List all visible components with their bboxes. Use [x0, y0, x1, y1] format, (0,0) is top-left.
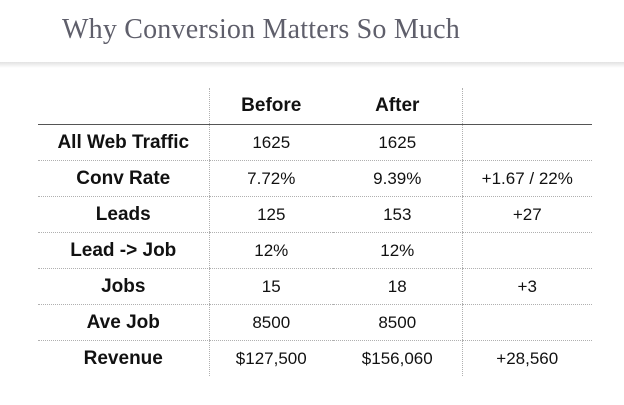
- cell-before: 8500: [208, 304, 333, 341]
- cell-after: 9.39%: [333, 160, 462, 197]
- header-empty-label: [38, 88, 209, 125]
- cell-after: $156,060: [361, 348, 433, 368]
- row-label: Conv Rate: [38, 160, 209, 197]
- table-header-row: Before After: [38, 88, 592, 125]
- table-row: Leads 125 153 +27: [38, 196, 592, 233]
- cell-before: 12%: [208, 232, 333, 269]
- cell-before: 15: [208, 268, 333, 305]
- cell-change: +3: [461, 268, 592, 305]
- cell-before: 7.72%: [208, 160, 333, 197]
- table-row: Conv Rate 7.72% 9.39% +1.67 / 22%: [38, 160, 592, 197]
- cell-change: [461, 304, 592, 341]
- title-divider: [0, 62, 624, 68]
- header-change: [461, 88, 592, 125]
- cell-after: 8500: [333, 304, 462, 341]
- header-after: After: [333, 88, 462, 125]
- conversion-table-container: Before After All Web Traffic 1625 1625 C…: [38, 88, 592, 376]
- cell-before: 125: [208, 196, 333, 233]
- cell-change: +1.67 / 22%: [461, 160, 592, 197]
- slide-title: Why Conversion Matters So Much: [62, 14, 460, 45]
- table-row: All Web Traffic 1625 1625: [38, 124, 592, 161]
- cell-after: 153: [333, 196, 462, 233]
- cell-after: 1625: [333, 124, 462, 161]
- cell-before: $127,500: [208, 340, 333, 376]
- table-row: Lead -> Job 12% 12%: [38, 232, 592, 269]
- cell-change: +27: [461, 196, 592, 233]
- header-before: Before: [208, 88, 333, 125]
- table-row: Revenue $127,500 $156,060 +28,560: [38, 340, 592, 376]
- row-label: Leads: [38, 196, 209, 233]
- cell-change: +28,560: [461, 340, 592, 376]
- row-label: Revenue: [83, 347, 163, 369]
- row-label: Ave Job: [38, 304, 209, 341]
- table-row: Jobs 15 18 +3: [38, 268, 592, 305]
- table-row: Ave Job 8500 8500: [38, 304, 592, 341]
- cell-after: 18: [333, 268, 462, 305]
- cell-change: [461, 232, 592, 269]
- conversion-table: Before After All Web Traffic 1625 1625 C…: [38, 88, 592, 376]
- row-label: Lead -> Job: [38, 232, 209, 269]
- row-label: All Web Traffic: [38, 124, 209, 161]
- cell-after: 12%: [333, 232, 462, 269]
- cell-change: [461, 124, 592, 161]
- row-label: Jobs: [38, 268, 209, 305]
- cell-before: 1625: [208, 124, 333, 161]
